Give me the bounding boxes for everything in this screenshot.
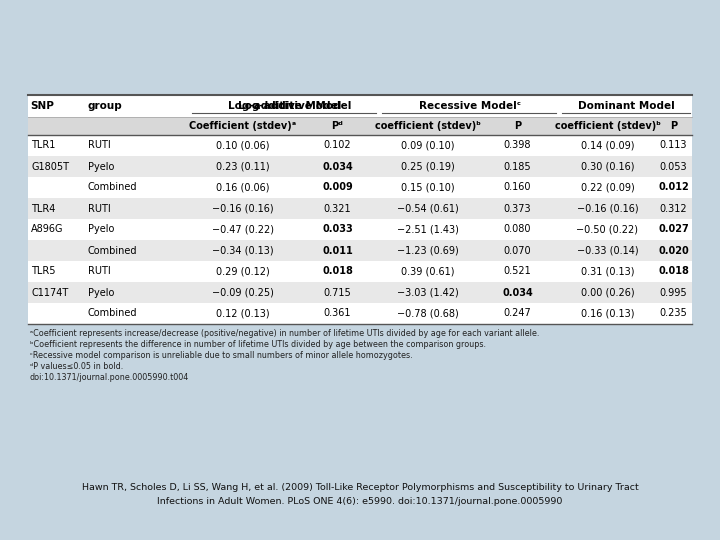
Text: 0.113: 0.113 [660, 140, 688, 151]
Bar [28, 282, 692, 303]
Text: RUTI: RUTI [88, 204, 111, 213]
Text: 0.321: 0.321 [324, 204, 351, 213]
Text: A896G: A896G [31, 225, 63, 234]
Text: SNP: SNP [30, 101, 54, 111]
Text: 0.39 (0.61): 0.39 (0.61) [401, 267, 454, 276]
Text: 0.22 (0.09): 0.22 (0.09) [580, 183, 634, 192]
Bar [28, 95, 692, 324]
Text: Pyelo: Pyelo [88, 225, 114, 234]
Text: 0.070: 0.070 [504, 246, 531, 255]
Text: ᵈP values≤0.05 in bold.: ᵈP values≤0.05 in bold. [30, 362, 123, 371]
Text: ᵇCoefficient represents the difference in number of lifetime UTIs divided by age: ᵇCoefficient represents the difference i… [30, 340, 486, 349]
Text: −0.54 (0.61): −0.54 (0.61) [397, 204, 459, 213]
Text: 0.011: 0.011 [322, 246, 353, 255]
Text: 0.31 (0.13): 0.31 (0.13) [581, 267, 634, 276]
Text: coefficient (stdev)ᵇ: coefficient (stdev)ᵇ [374, 121, 480, 131]
Text: 0.10 (0.06): 0.10 (0.06) [216, 140, 269, 151]
Text: group: group [87, 101, 122, 111]
Text: 0.00 (0.26): 0.00 (0.26) [581, 287, 634, 298]
Text: Infections in Adult Women. PLoS ONE 4(6): e5990. doi:10.1371/journal.pone.000599: Infections in Adult Women. PLoS ONE 4(6)… [157, 497, 563, 507]
Text: Combined: Combined [88, 183, 138, 192]
Text: doi:10.1371/journal.pone.0005990.t004: doi:10.1371/journal.pone.0005990.t004 [30, 373, 189, 382]
Text: 0.102: 0.102 [324, 140, 351, 151]
Text: −0.47 (0.22): −0.47 (0.22) [212, 225, 274, 234]
Text: 0.16 (0.13): 0.16 (0.13) [581, 308, 634, 319]
Text: −2.51 (1.43): −2.51 (1.43) [397, 225, 459, 234]
Text: Dominant Model: Dominant Model [577, 101, 675, 111]
Text: Pyelo: Pyelo [88, 287, 114, 298]
Text: 0.034: 0.034 [502, 287, 533, 298]
Text: RUTI: RUTI [88, 267, 111, 276]
Text: 0.185: 0.185 [504, 161, 531, 172]
Text: Combined: Combined [88, 308, 138, 319]
Text: 0.30 (0.16): 0.30 (0.16) [581, 161, 634, 172]
Text: C1174T: C1174T [31, 287, 68, 298]
Text: 0.23 (0.11): 0.23 (0.11) [216, 161, 269, 172]
Text: 0.235: 0.235 [660, 308, 688, 319]
Text: Log-additive Model: Log-additive Model [238, 101, 351, 111]
Text: −0.50 (0.22): −0.50 (0.22) [577, 225, 639, 234]
Text: RUTI: RUTI [88, 140, 111, 151]
Text: 0.053: 0.053 [660, 161, 688, 172]
Text: 0.12 (0.13): 0.12 (0.13) [216, 308, 269, 319]
Text: 0.521: 0.521 [503, 267, 531, 276]
Text: 0.312: 0.312 [660, 204, 688, 213]
Text: Coefficient (stdev)ᵃ: Coefficient (stdev)ᵃ [189, 121, 296, 131]
Text: TLR4: TLR4 [31, 204, 55, 213]
Text: P: P [670, 121, 677, 131]
Bar [28, 240, 692, 261]
Text: 0.034: 0.034 [322, 161, 353, 172]
Text: 0.018: 0.018 [658, 267, 689, 276]
Text: 0.009: 0.009 [322, 183, 353, 192]
Text: 0.14 (0.09): 0.14 (0.09) [581, 140, 634, 151]
Text: −3.03 (1.42): −3.03 (1.42) [397, 287, 459, 298]
Text: 0.25 (0.19): 0.25 (0.19) [400, 161, 454, 172]
Text: G1805T: G1805T [31, 161, 69, 172]
Text: 0.398: 0.398 [504, 140, 531, 151]
Text: coefficient (stdev)ᵇ: coefficient (stdev)ᵇ [554, 121, 660, 131]
Text: 0.018: 0.018 [322, 267, 353, 276]
Text: 0.160: 0.160 [504, 183, 531, 192]
Text: 0.29 (0.12): 0.29 (0.12) [215, 267, 269, 276]
Text: 0.247: 0.247 [503, 308, 531, 319]
Bar [28, 198, 692, 219]
Text: 0.09 (0.10): 0.09 (0.10) [401, 140, 454, 151]
Text: Hawn TR, Scholes D, Li SS, Wang H, et al. (2009) Toll-Like Receptor Polymorphism: Hawn TR, Scholes D, Li SS, Wang H, et al… [81, 483, 639, 492]
Text: 0.373: 0.373 [504, 204, 531, 213]
Text: TLR1: TLR1 [31, 140, 55, 151]
Text: 0.995: 0.995 [660, 287, 688, 298]
Text: −0.16 (0.16): −0.16 (0.16) [577, 204, 639, 213]
Text: Combined: Combined [88, 246, 138, 255]
Text: 0.15 (0.10): 0.15 (0.10) [401, 183, 454, 192]
Text: 0.361: 0.361 [324, 308, 351, 319]
Text: ᶜRecessive model comparison is unreliable due to small numbers of minor allele h: ᶜRecessive model comparison is unreliabl… [30, 351, 413, 360]
Text: P: P [514, 121, 521, 131]
Text: −1.23 (0.69): −1.23 (0.69) [397, 246, 459, 255]
Text: 0.16 (0.06): 0.16 (0.06) [216, 183, 269, 192]
Text: Pyelo: Pyelo [88, 161, 114, 172]
Text: 0.715: 0.715 [323, 287, 351, 298]
Text: 0.012: 0.012 [658, 183, 689, 192]
Text: −0.16 (0.16): −0.16 (0.16) [212, 204, 274, 213]
Text: Recessive Modelᶜ: Recessive Modelᶜ [419, 101, 521, 111]
Text: ᵃCoefficient represents increase/decrease (positive/negative) in number of lifet: ᵃCoefficient represents increase/decreas… [30, 329, 539, 338]
Text: Log-additive Model: Log-additive Model [228, 101, 342, 111]
Text: −0.34 (0.13): −0.34 (0.13) [212, 246, 274, 255]
Text: Pᵈ: Pᵈ [332, 121, 343, 131]
Text: −0.33 (0.14): −0.33 (0.14) [577, 246, 639, 255]
Bar [28, 117, 692, 135]
Text: 0.080: 0.080 [504, 225, 531, 234]
Text: 0.033: 0.033 [322, 225, 353, 234]
Text: TLR5: TLR5 [31, 267, 55, 276]
Text: −0.78 (0.68): −0.78 (0.68) [397, 308, 459, 319]
Text: −0.09 (0.25): −0.09 (0.25) [212, 287, 274, 298]
Bar [28, 156, 692, 177]
Text: 0.020: 0.020 [658, 246, 689, 255]
Text: 0.027: 0.027 [658, 225, 689, 234]
